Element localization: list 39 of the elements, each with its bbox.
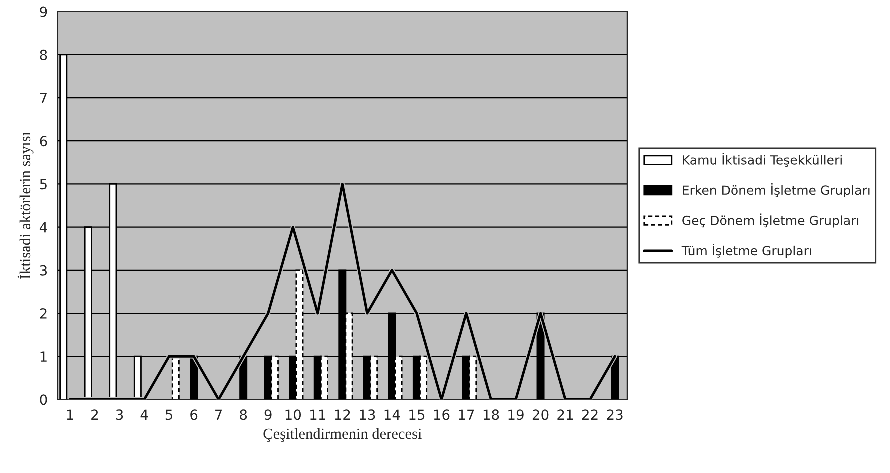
x-tick-label: 13	[360, 410, 376, 420]
x-tick-label: 4	[140, 410, 148, 420]
x-tick-label: 5	[166, 410, 172, 420]
y-tick-label: 1	[40, 352, 47, 362]
x-tick-label: 20	[532, 410, 549, 420]
y-tick-label: 2	[40, 308, 47, 319]
x-tick-label: 18	[484, 410, 500, 420]
y-axis-title: İktisadi aktörlerin sayısı	[18, 132, 34, 280]
x-tick-label: 2	[92, 410, 98, 420]
y-tick-label: 7	[40, 93, 47, 104]
x-tick-label: 17	[459, 410, 474, 420]
y-tick-label: 3	[40, 265, 48, 276]
legend-label: Kamu İktisadi Teşekkülleri	[683, 153, 842, 168]
legend-label: Erken Dönem İşletme Grupları	[683, 184, 870, 198]
x-tick-label: 6	[190, 410, 198, 420]
x-tick-label: 3	[116, 410, 124, 420]
legend-label: Geç Dönem İşletme Grupları	[682, 214, 859, 228]
y-tick-label: 9	[40, 6, 48, 18]
x-tick-label: 16	[434, 410, 450, 420]
x-tick-label: 14	[384, 410, 400, 420]
x-axis-title: Çeşitlendirmenin derecesi	[264, 428, 422, 442]
x-tick-label: 19	[508, 410, 524, 420]
x-tick-label: 1	[67, 410, 74, 420]
y-tick-label: 6	[40, 136, 48, 147]
x-tick-label: 10	[286, 410, 302, 420]
x-tick-label: 8	[240, 410, 248, 420]
x-tick-label: 15	[410, 410, 425, 420]
y-tick-label: 5	[40, 179, 47, 190]
x-tick-label: 22	[582, 410, 598, 420]
y-tick-label: 4	[40, 222, 48, 233]
y-tick-label: 0	[40, 394, 48, 406]
y-tick-label: 8	[40, 50, 48, 60]
x-tick-label: 23	[607, 410, 623, 420]
x-tick-label: 9	[264, 410, 272, 420]
x-tick-label: 11	[310, 410, 326, 420]
x-tick-label: 7	[216, 410, 222, 420]
x-tick-label: 21	[558, 410, 574, 420]
x-tick-label: 12	[335, 410, 350, 420]
legend-label: Tüm İşletme Grupları	[682, 244, 812, 258]
